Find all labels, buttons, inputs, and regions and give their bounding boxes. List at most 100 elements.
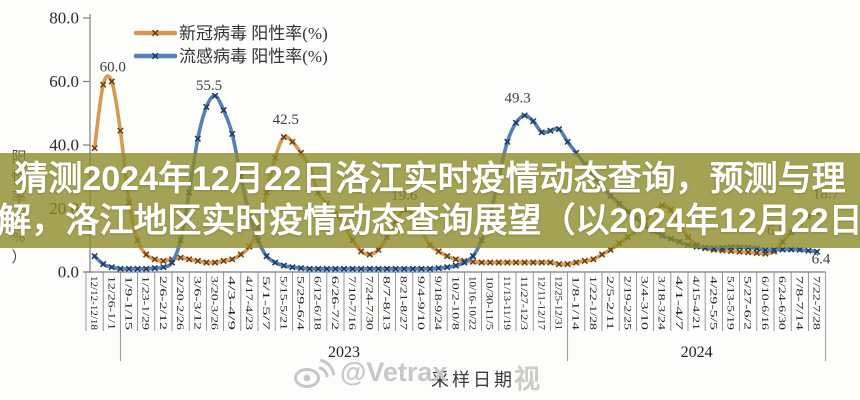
covid-point-marker bbox=[547, 259, 554, 266]
covid-point-marker bbox=[521, 259, 528, 266]
flu-point-marker bbox=[469, 252, 477, 260]
covid-point-marker bbox=[142, 251, 150, 258]
covid-point-marker bbox=[237, 251, 245, 258]
category-tick-label: 4/15-4/21 bbox=[690, 276, 700, 330]
flu-point-marker bbox=[332, 265, 339, 273]
covid-point-marker bbox=[357, 248, 365, 255]
category-tick-label: 5/27-6/2 bbox=[742, 276, 752, 330]
covid-point-marker bbox=[581, 257, 589, 265]
watermark-handle: @Vetrax bbox=[340, 356, 448, 387]
category-tick-label: 2/19-2/25 bbox=[621, 276, 631, 330]
flu-point-marker bbox=[160, 263, 167, 271]
covid-point-marker bbox=[590, 256, 597, 263]
legend-item-covid: 新冠病毒 阳性率(%) bbox=[133, 24, 328, 43]
flu-point-marker bbox=[323, 265, 331, 273]
legend-label-flu: 流感病毒 阳性率(%) bbox=[179, 47, 328, 66]
covid-point-marker bbox=[203, 259, 210, 266]
category-tick-label: 11/27-12/3 bbox=[518, 276, 528, 330]
covid-point-marker bbox=[564, 260, 571, 268]
flu-point-marker bbox=[280, 262, 288, 269]
flu-point-marker bbox=[418, 265, 425, 273]
data-label: 49.3 bbox=[504, 91, 530, 107]
flu-point-marker bbox=[228, 130, 236, 138]
flu-point-marker bbox=[796, 246, 804, 254]
title-overlay-band: 猜测2024年12月22日洛江实时疫情动态查询，预测与理 解，洛江地区实时疫情动… bbox=[0, 153, 860, 248]
covid-point-marker bbox=[366, 251, 374, 258]
category-tick-label: 4/17-4/23 bbox=[243, 276, 253, 330]
flu-point-marker bbox=[375, 265, 382, 273]
flu-point-marker bbox=[409, 265, 417, 273]
category-tick-label: 4/29-5/5 bbox=[707, 276, 717, 330]
category-tick-label: 8/21-8/27 bbox=[398, 276, 408, 330]
category-tick-label: 12/12-12/18 bbox=[88, 276, 98, 330]
covid-point-marker bbox=[607, 246, 614, 254]
covid-point-marker bbox=[452, 256, 460, 263]
flu-point-marker bbox=[813, 248, 821, 255]
flu-point-marker bbox=[538, 129, 546, 136]
flu-point-marker bbox=[452, 262, 460, 269]
category-tick-label: 12/26-1/1 bbox=[105, 276, 115, 330]
overlay-title-line2: 解，洛江地区实时疫情动态查询展望（以2024年12月22日 bbox=[0, 202, 860, 240]
category-tick-label: 4/1-4/7 bbox=[673, 276, 683, 330]
covid-point-marker bbox=[744, 249, 752, 256]
covid-point-marker bbox=[529, 259, 537, 266]
flu-point-marker bbox=[108, 263, 116, 271]
x-axis-title: 采样日期 bbox=[431, 370, 515, 390]
category-tick-label: 6/24-6/30 bbox=[776, 276, 786, 330]
flu-point-marker bbox=[555, 125, 563, 133]
flu-point-marker bbox=[426, 265, 434, 273]
flu-point-marker bbox=[392, 265, 399, 273]
y-tick-label: 60.0 bbox=[49, 72, 79, 91]
y-tick-label: 40.0 bbox=[49, 136, 79, 155]
category-tick-label: 10/2-10/8 bbox=[449, 276, 459, 330]
data-label: 55.5 bbox=[196, 78, 222, 94]
category-tick-label: 8/7-8/13 bbox=[381, 276, 391, 330]
category-tick-label: 10/30-11/5 bbox=[484, 276, 494, 330]
category-tick-label: 3/6-3/12 bbox=[191, 276, 201, 330]
category-tick-label: 3/4-3/10 bbox=[639, 276, 649, 330]
category-tick-label: 2/6-2/12 bbox=[157, 276, 167, 330]
covid-point-marker bbox=[220, 257, 227, 265]
covid-point-marker bbox=[160, 257, 167, 265]
category-tick-label: 4/3-4/9 bbox=[226, 276, 236, 330]
category-tick-label: 6/10-6/16 bbox=[759, 276, 769, 330]
covid-point-marker bbox=[117, 127, 124, 134]
category-tick-label: 5/15-5/21 bbox=[277, 276, 287, 330]
category-tick-label: 11/13-11/19 bbox=[501, 276, 511, 330]
flu-point-marker bbox=[134, 265, 141, 273]
watermark-suffix: 视 bbox=[514, 364, 541, 394]
flu-point-marker bbox=[762, 246, 769, 254]
category-tick-label: 7/24-7/30 bbox=[363, 276, 373, 330]
flu-point-marker bbox=[349, 265, 356, 273]
covid-point-marker bbox=[435, 248, 442, 255]
flu-point-marker bbox=[366, 265, 374, 273]
covid-point-marker bbox=[512, 259, 520, 266]
category-tick-label: 9/4-9/10 bbox=[415, 276, 425, 330]
covid-point-marker bbox=[289, 138, 296, 146]
legend-marker-covid bbox=[151, 29, 159, 37]
covid-point-marker bbox=[572, 259, 580, 266]
flu-point-marker bbox=[461, 259, 468, 266]
y-tick-label: 80.0 bbox=[49, 9, 79, 28]
covid-point-marker bbox=[177, 254, 184, 261]
covid-point-marker bbox=[478, 259, 485, 266]
flu-point-marker bbox=[564, 138, 571, 146]
flu-point-marker bbox=[383, 265, 391, 273]
flu-point-marker bbox=[512, 119, 520, 127]
category-tick-label: 1/22-1/28 bbox=[587, 276, 597, 330]
flu-point-marker bbox=[220, 106, 227, 114]
flu-point-marker bbox=[263, 252, 270, 260]
category-tick-label: 6/12-6/18 bbox=[312, 276, 322, 330]
watermark: @Vetrax bbox=[293, 355, 447, 389]
category-tick-label: 1/9-1/15 bbox=[123, 276, 133, 330]
flu-point-marker bbox=[435, 264, 442, 272]
category-tick-label: 1/8-1/14 bbox=[570, 276, 580, 330]
flu-point-marker bbox=[805, 247, 812, 254]
flu-point-marker bbox=[91, 252, 98, 260]
covid-point-marker bbox=[99, 81, 107, 88]
flu-point-marker bbox=[297, 264, 305, 272]
covid-point-marker bbox=[151, 256, 159, 263]
year-label: 2024 bbox=[681, 344, 713, 361]
covid-point-marker bbox=[194, 257, 202, 265]
